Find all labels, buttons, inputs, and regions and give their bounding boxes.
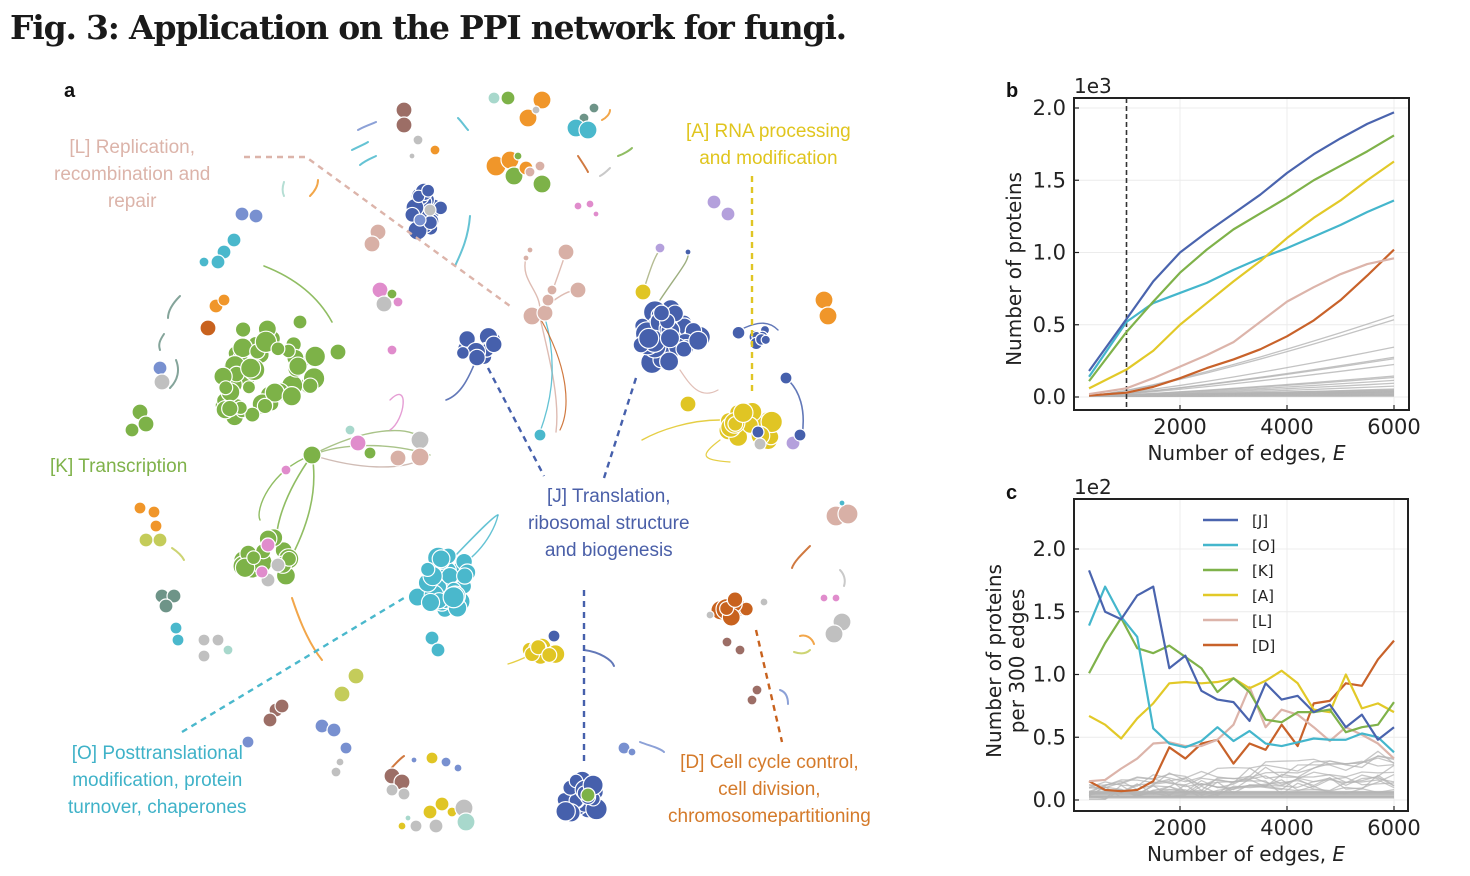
svg-text:1e3: 1e3 [1074,74,1112,98]
series-line-D [1088,639,1395,793]
svg-text:0.0: 0.0 [1033,385,1066,409]
svg-text:1.5: 1.5 [1033,168,1066,192]
figure-title: Fig. 3: Application on the PPI network f… [10,8,847,47]
svg-text:Number of edges, E: Number of edges, E [1147,842,1345,866]
label-line: chromosomepartitioning [668,806,871,827]
series-line-K [1088,134,1395,382]
label-O-posttranslational: [O] Posttranslational modification, prot… [68,740,247,821]
label-A-rna-processing: [A] RNA processing and modification [686,118,851,172]
svg-text:6000: 6000 [1367,415,1420,439]
label-D-cell-cycle: [D] Cell cycle control, cell division, c… [668,749,871,830]
series-line-A [1088,669,1395,740]
svg-text:4000: 4000 [1260,415,1313,439]
series-line-D [1088,248,1395,397]
label-line: [L] Replication, [69,137,195,158]
series-line-J [1088,111,1395,372]
svg-text:2.0: 2.0 [1033,537,1066,561]
svg-text:1.5: 1.5 [1033,600,1066,624]
legend-item-K: [K] [1252,562,1274,580]
label-line: [J] Translation, [547,486,671,507]
svg-text:4000: 4000 [1260,816,1313,840]
svg-text:Number of edges, E: Number of edges, E [1147,441,1345,465]
svg-text:Number of proteins: Number of proteins [982,564,1006,758]
label-line: and modification [699,148,838,169]
legend-item-J: [J] [1252,512,1268,530]
ppi-network-diagram [124,90,859,834]
label-line: ribosomal structure [528,513,690,534]
panel-c-letter: c [1006,482,1018,504]
legend-item-L: [L] [1252,612,1272,630]
svg-text:Number of proteins: Number of proteins [1002,172,1026,366]
svg-text:2.0: 2.0 [1033,96,1066,120]
label-L-replication: [L] Replication, recombination and repai… [54,134,210,215]
svg-text:per 300 edges: per 300 edges [1005,589,1029,734]
svg-text:0.5: 0.5 [1033,313,1066,337]
svg-text:1.0: 1.0 [1033,663,1066,687]
svg-text:0.0: 0.0 [1033,788,1066,812]
label-line: and biogenesis [544,540,673,561]
svg-text:6000: 6000 [1367,816,1420,840]
label-line: [K] Transcription [50,456,188,477]
svg-text:0.5: 0.5 [1033,725,1066,749]
label-line: turnover, chaperones [68,797,247,818]
label-line: cell division, [718,779,821,800]
label-line: [A] RNA processing [686,121,851,142]
svg-text:1.0: 1.0 [1033,241,1066,265]
label-line: recombination and [54,164,211,185]
label-line: [D] Cell cycle control, [680,752,859,773]
label-line: repair [107,191,157,212]
label-J-translation: [J] Translation, ribosomal structure and… [528,483,690,564]
svg-text:2000: 2000 [1153,415,1206,439]
label-line: modification, protein [72,770,243,791]
series-line-A [1088,160,1395,390]
panel-a-letter: a [64,80,76,102]
svg-text:2000: 2000 [1153,816,1206,840]
panel-b-letter: b [1006,80,1019,102]
svg-text:1e2: 1e2 [1074,475,1112,499]
series-line-L [1088,257,1395,396]
series-line-O [1088,585,1395,754]
series-line-L [1088,685,1395,783]
series-line-J [1088,569,1395,741]
legend-item-A: [A] [1252,587,1274,605]
label-line: [O] Posttranslational [71,743,243,764]
legend-item-O: [O] [1252,537,1276,555]
legend-item-D: [D] [1252,637,1275,655]
label-K-transcription: [K] Transcription [50,453,187,480]
